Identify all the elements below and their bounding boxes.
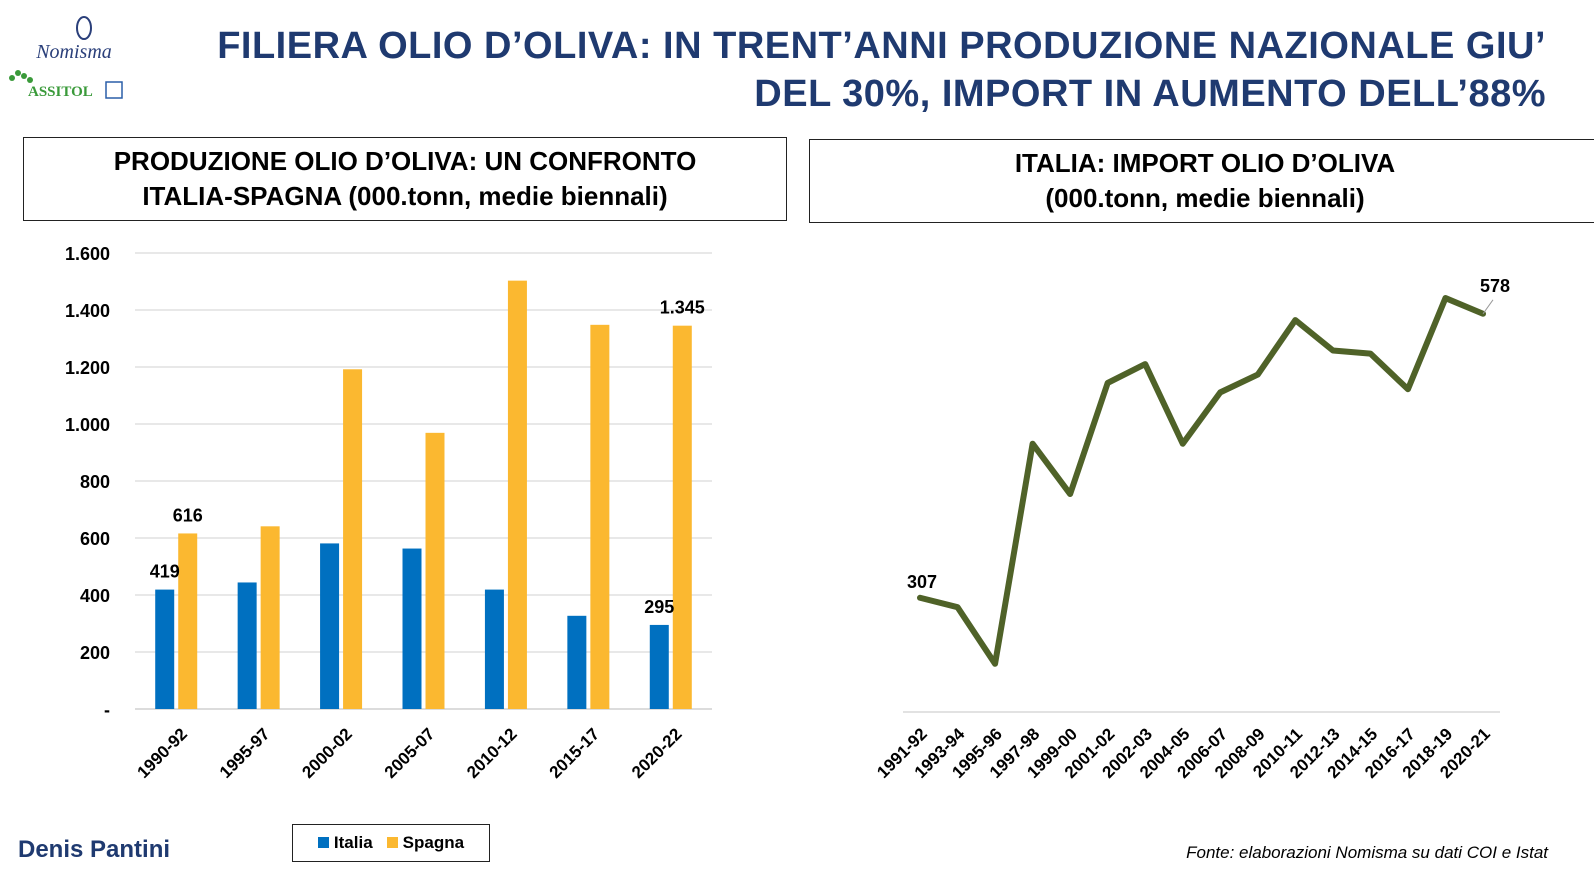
- x-tick-label: 1997-98: [986, 724, 1044, 782]
- bar-title-line-1: PRODUZIONE OLIO D’OLIVA: UN CONFRONTO: [113, 146, 697, 176]
- x-tick-label: 1993-94: [911, 724, 969, 782]
- data-point: [1182, 443, 1184, 445]
- bar-italia: [237, 582, 257, 709]
- bar-spagna: [260, 526, 280, 709]
- data-point: [1069, 493, 1071, 495]
- bar-italia: [484, 589, 504, 709]
- bar-chart-legend: Italia Spagna: [292, 824, 490, 862]
- x-tick-label: 1991-92: [873, 724, 931, 782]
- data-point: [1444, 297, 1446, 299]
- page-title: FILIERA OLIO D’OLIVA: IN TRENT’ANNI PROD…: [217, 22, 1546, 118]
- data-point: [1144, 363, 1146, 365]
- x-tick-label: 1990-92: [133, 724, 191, 782]
- data-point: [1294, 319, 1296, 321]
- author: Denis Pantini: [18, 836, 171, 863]
- legend-swatch-italia: [317, 837, 329, 848]
- bar-spagna: [343, 369, 363, 709]
- bar-italia: [567, 615, 587, 709]
- bar-italia: [649, 624, 669, 709]
- y-tick-label: 1.600: [65, 244, 110, 264]
- bar-chart: - 200 400 600 800 1.000 1.200 1.400 1.600 1990-92…: [65, 244, 712, 782]
- data-label: 578: [1480, 276, 1510, 296]
- x-tick-label: 2006-07: [1174, 724, 1232, 782]
- x-tick-label: 2014-15: [1324, 724, 1382, 782]
- data-point: [957, 606, 959, 608]
- x-tick-label: 2020-21: [1436, 724, 1494, 782]
- bar-chart-title: PRODUZIONE OLIO D’OLIVA: UN CONFRONTO IT…: [23, 137, 787, 221]
- svg-text:ASSITOL: ASSITOL: [28, 84, 93, 100]
- x-tick-label: 2010-12: [463, 724, 521, 782]
- x-tick-label: 2020-22: [628, 724, 686, 782]
- bar-spagna: [425, 432, 445, 709]
- x-tick-label: 2005-07: [381, 724, 439, 782]
- legend-item-italia: Italia: [317, 833, 373, 853]
- line-chart-title: ITALIA: IMPORT OLIO D’OLIVA (000.tonn, m…: [809, 139, 1594, 223]
- data-point: [1482, 313, 1484, 315]
- bar-spagna: [178, 533, 198, 709]
- y-tick-label: -: [104, 700, 110, 720]
- legend-item-spagna: Spagna: [386, 833, 465, 853]
- x-tick-label: 2015-17: [546, 724, 604, 782]
- data-point: [1257, 374, 1259, 376]
- data-label: 295: [644, 597, 674, 617]
- x-tick-label: 2008-09: [1211, 724, 1269, 782]
- bar-spagna: [672, 325, 692, 709]
- leader-line: [1482, 299, 1494, 315]
- x-tick-label: 1999-00: [1023, 724, 1081, 782]
- x-tick-label: 2010-11: [1249, 724, 1306, 781]
- x-tick-label: 2018-19: [1399, 724, 1457, 782]
- data-point: [994, 663, 996, 665]
- y-tick-label: 800: [80, 472, 110, 492]
- bar-italia: [402, 548, 422, 709]
- line-title-line-1: ITALIA: IMPORT OLIO D’OLIVA: [1014, 148, 1396, 178]
- bar-spagna: [507, 280, 527, 709]
- x-tick-label: 2000-02: [298, 724, 356, 782]
- legend-label-italia: Italia: [333, 833, 373, 852]
- x-tick-label: 2012-13: [1286, 724, 1344, 782]
- bar-title-line-2: ITALIA-SPAGNA (000.tonn, medie biennali): [142, 181, 668, 211]
- data-point: [1407, 388, 1409, 390]
- nomisma-assitol-logos: Nomisma ASSITOL: [9, 16, 123, 100]
- y-tick-label: 1.000: [65, 415, 110, 435]
- data-label: 1.345: [660, 298, 705, 318]
- legend-swatch-spagna: [386, 837, 398, 848]
- data-point: [1219, 391, 1221, 393]
- legend-label-spagna: Spagna: [402, 833, 465, 852]
- title-line-1: FILIERA OLIO D’OLIVA: IN TRENT’ANNI PROD…: [217, 25, 1546, 67]
- line-title-line-2: (000.tonn, medie biennali): [1045, 183, 1365, 213]
- data-point: [919, 597, 921, 599]
- y-tick-label: 200: [80, 643, 110, 663]
- y-tick-label: 400: [80, 586, 110, 606]
- svg-text:Nomisma: Nomisma: [35, 41, 112, 63]
- bar-spagna: [590, 324, 610, 709]
- x-tick-label: 2001-02: [1061, 724, 1119, 782]
- source-note: Fonte: elaborazioni Nomisma su dati COI …: [1186, 843, 1548, 862]
- bar-italia: [320, 543, 340, 709]
- bar-italia: [155, 589, 175, 709]
- data-point: [1369, 353, 1371, 355]
- import-line: [917, 295, 1486, 667]
- x-tick-label: 1995-96: [948, 724, 1006, 782]
- y-tick-label: 1.200: [65, 358, 110, 378]
- x-tick-label: 2016-17: [1361, 724, 1419, 782]
- data-point: [1107, 382, 1109, 384]
- data-label: 616: [173, 505, 203, 525]
- data-label: 419: [150, 562, 180, 582]
- data-point: [1032, 443, 1034, 445]
- data-point: [1332, 349, 1334, 351]
- x-tick-label: 2004-05: [1136, 724, 1194, 782]
- data-label: 307: [907, 572, 937, 592]
- x-tick-label: 1995-97: [216, 724, 274, 782]
- y-tick-label: 600: [80, 529, 110, 549]
- title-line-2: DEL 30%, IMPORT IN AUMENTO DELL’88%: [754, 73, 1546, 115]
- y-tick-label: 1.400: [65, 301, 110, 321]
- x-tick-label: 2002-03: [1098, 724, 1156, 782]
